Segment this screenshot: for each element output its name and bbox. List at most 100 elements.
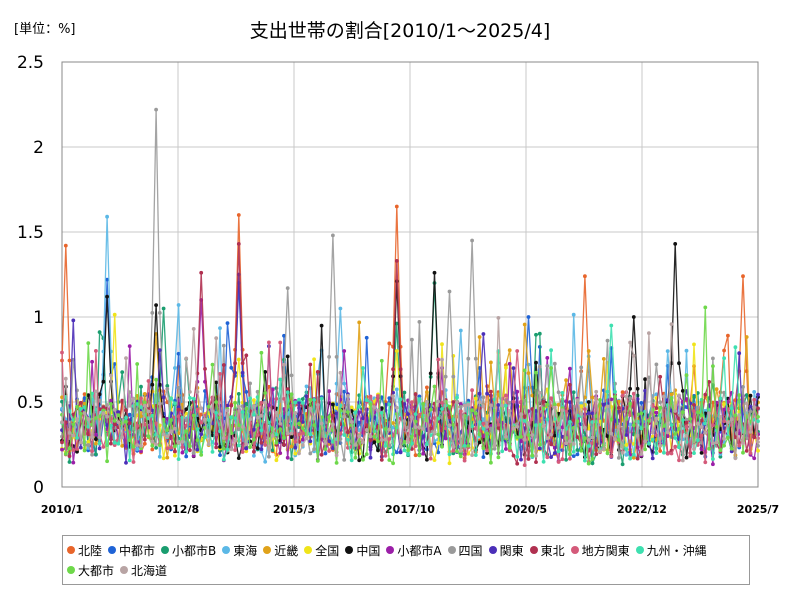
data-point — [432, 430, 437, 435]
data-point — [628, 396, 632, 401]
data-point — [75, 447, 79, 451]
data-point — [677, 445, 681, 449]
x-tick-label: 2022/12 — [617, 503, 667, 516]
data-point — [112, 362, 117, 366]
legend-marker — [67, 546, 75, 554]
data-point — [97, 330, 102, 334]
data-point — [229, 415, 234, 420]
data-point — [244, 442, 249, 447]
data-point — [188, 448, 192, 453]
data-point — [530, 453, 535, 458]
data-point — [711, 364, 715, 368]
data-point — [718, 454, 723, 459]
data-point — [97, 414, 102, 419]
data-point — [583, 458, 587, 463]
data-point — [293, 411, 298, 415]
data-point — [327, 389, 331, 394]
data-point — [142, 437, 147, 442]
data-point — [413, 425, 418, 429]
data-point — [199, 406, 204, 411]
data-point — [605, 434, 610, 438]
data-point — [319, 421, 324, 426]
data-point — [601, 357, 606, 361]
data-point — [139, 384, 143, 389]
data-point — [504, 393, 508, 398]
data-point — [304, 394, 309, 399]
data-point — [346, 430, 350, 435]
data-point — [635, 433, 640, 438]
data-point — [391, 421, 395, 425]
data-point — [379, 438, 384, 442]
data-point — [703, 305, 708, 310]
data-point — [748, 430, 753, 434]
data-point — [300, 426, 305, 431]
data-point — [519, 412, 523, 417]
data-point — [616, 424, 621, 429]
data-point — [477, 440, 482, 445]
data-point — [308, 406, 313, 411]
data-point — [105, 294, 109, 299]
data-point — [552, 402, 557, 407]
data-point — [684, 420, 689, 425]
data-point — [534, 360, 538, 365]
data-point — [90, 452, 94, 457]
data-point — [165, 446, 170, 451]
data-point — [105, 459, 109, 464]
data-point — [688, 423, 693, 427]
data-point — [195, 390, 200, 394]
data-point — [485, 391, 489, 396]
data-point — [191, 413, 196, 418]
data-point — [116, 413, 121, 417]
data-point — [244, 406, 249, 411]
data-point — [240, 361, 245, 366]
data-point — [568, 366, 572, 371]
data-point — [319, 323, 324, 328]
data-point — [699, 433, 704, 438]
data-point — [124, 356, 128, 360]
data-point — [364, 335, 369, 340]
data-point — [150, 439, 155, 444]
data-point — [421, 434, 426, 439]
data-point — [511, 453, 516, 458]
data-point — [101, 405, 106, 410]
data-point — [699, 413, 704, 418]
data-point — [654, 406, 659, 410]
data-point — [564, 441, 568, 446]
data-point — [455, 449, 459, 454]
data-point — [252, 453, 256, 458]
data-point — [255, 415, 260, 420]
legend-marker — [120, 566, 129, 574]
data-point — [744, 335, 749, 339]
data-point — [703, 421, 708, 426]
data-point — [229, 403, 234, 408]
data-point — [315, 370, 320, 374]
data-point — [541, 424, 546, 428]
data-point — [139, 396, 143, 401]
data-point — [526, 315, 531, 319]
data-point — [293, 451, 298, 456]
data-point — [323, 441, 328, 445]
data-point — [94, 389, 98, 394]
data-point — [184, 356, 189, 361]
data-point — [515, 424, 520, 429]
data-point — [274, 440, 279, 445]
data-point — [274, 397, 279, 401]
data-point — [714, 387, 719, 392]
data-point — [451, 451, 456, 456]
data-point — [338, 431, 343, 436]
legend-label: 中国 — [356, 543, 381, 558]
data-point — [722, 436, 726, 441]
data-point — [150, 311, 155, 315]
data-point — [504, 365, 508, 370]
data-point — [112, 407, 117, 412]
data-point — [620, 390, 625, 395]
data-point — [372, 405, 377, 409]
data-point — [665, 451, 670, 456]
data-point — [425, 385, 429, 390]
data-point — [635, 456, 640, 461]
data-point — [729, 449, 734, 454]
data-point — [707, 446, 711, 451]
data-point — [692, 447, 696, 451]
data-point — [741, 274, 745, 279]
